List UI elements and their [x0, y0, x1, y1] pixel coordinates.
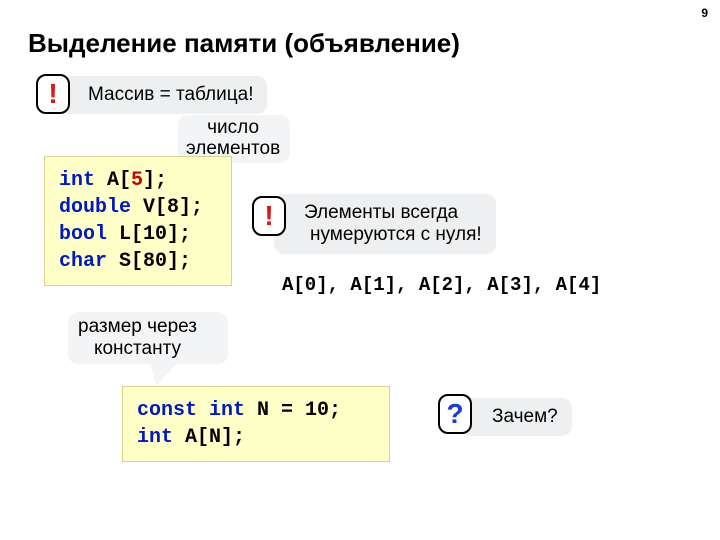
exclamation-icon: ! — [48, 78, 57, 110]
question-icon: ? — [446, 398, 463, 430]
exclamation-badge: ! — [36, 74, 70, 114]
code2-line2: int A[N]; — [137, 426, 245, 449]
exclamation-icon: ! — [264, 200, 273, 232]
page-title: Выделение памяти (объявление) — [28, 28, 460, 59]
callout3-text: Зачем? — [492, 406, 558, 427]
code-block-declarations: int A[5]; double V[8]; bool L[10]; char … — [44, 156, 232, 286]
annot-line1: число — [186, 118, 280, 139]
callout-array-table: Массив = таблица! — [60, 76, 267, 114]
exclamation-badge-2: ! — [252, 196, 286, 236]
annot-const-line2: константу — [78, 338, 197, 360]
code-line3: bool L[10]; — [59, 223, 191, 246]
code-line4: char S[80]; — [59, 250, 191, 273]
code-block-const: const int N = 10; int A[N]; — [122, 386, 390, 462]
callout-text: Массив = таблица! — [88, 84, 253, 105]
callout-tail-const — [150, 362, 178, 386]
array-enum: A[0], A[1], A[2], A[3], A[4] — [282, 274, 601, 296]
callout-why: Зачем? — [462, 398, 572, 436]
annot-elem-count: число элементов — [186, 118, 280, 160]
callout2-line1: Элементы всегда — [304, 202, 482, 224]
callout2-line2: нумеруются с нуля! — [304, 224, 482, 246]
callout-zero-index: Элементы всегда нумеруются с нуля! — [274, 194, 496, 254]
code2-line1: const int N = 10; — [137, 399, 341, 422]
annot-const-line1: размер через — [78, 316, 197, 338]
annot-const: размер через константу — [78, 316, 197, 360]
code-line2: double V[8]; — [59, 196, 203, 219]
page-number: 9 — [701, 6, 708, 20]
question-badge: ? — [438, 394, 472, 434]
code-line1: int A[5]; — [59, 169, 167, 192]
